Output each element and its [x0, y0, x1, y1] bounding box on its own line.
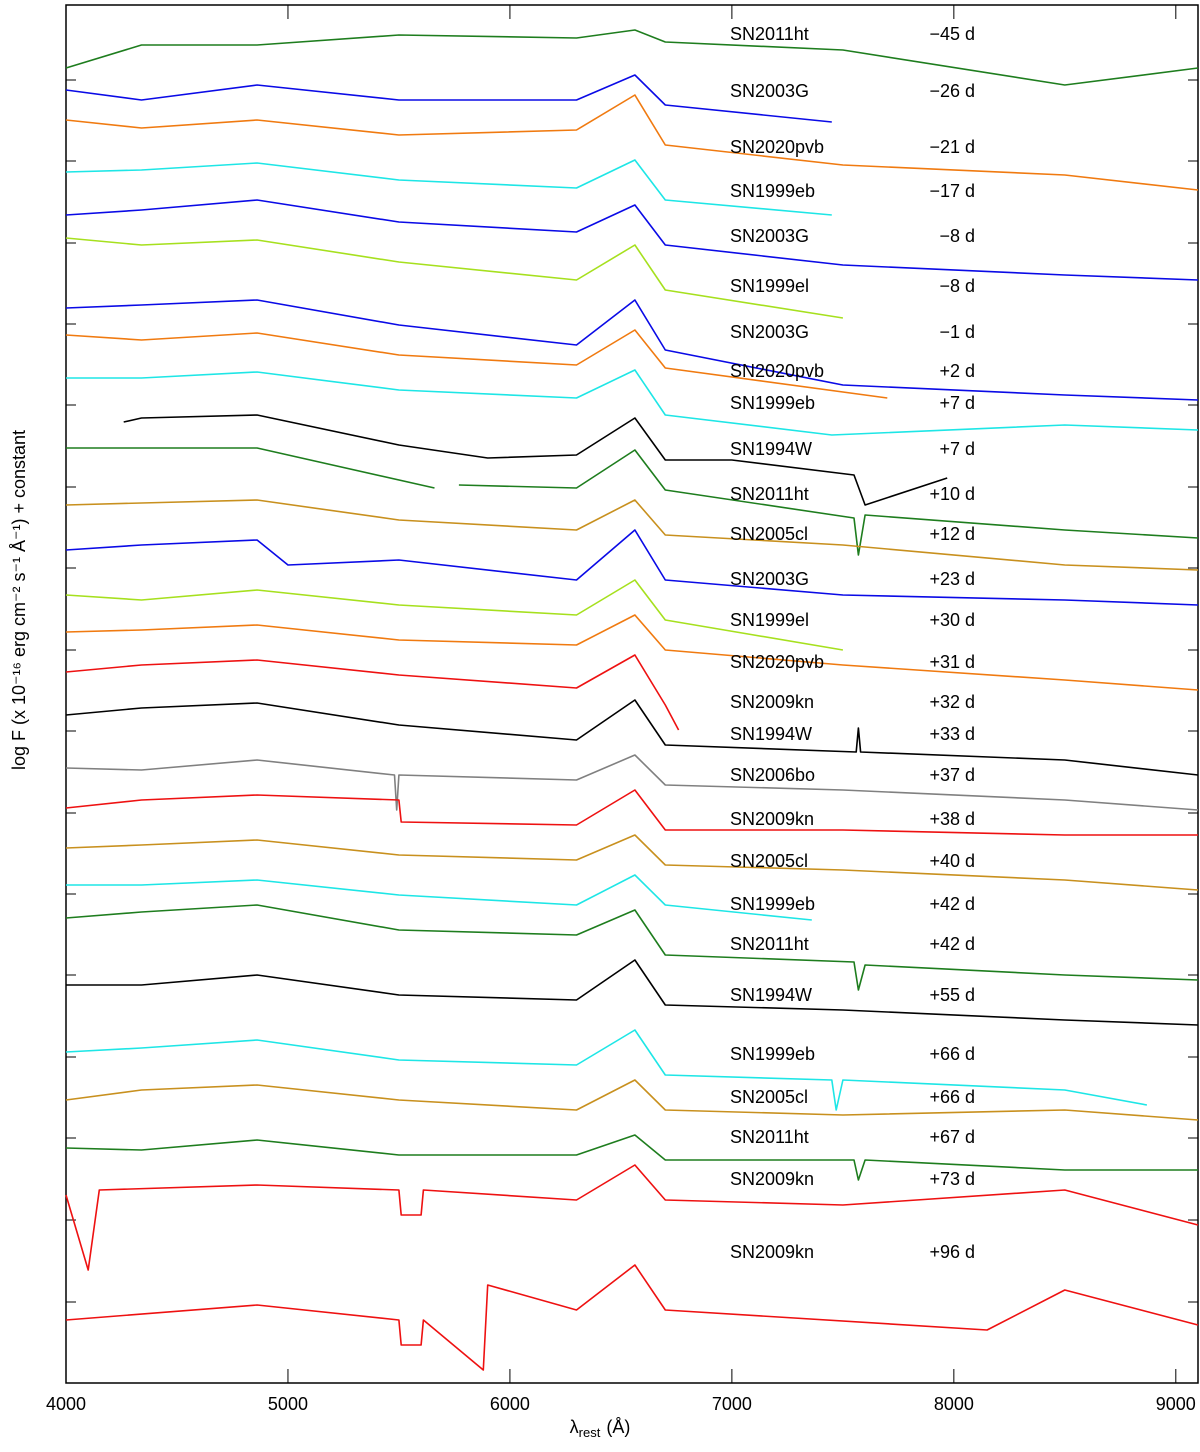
spectrum-name: SN2003G — [730, 81, 809, 101]
spectrum — [65, 94, 1199, 191]
spectrum — [65, 699, 1199, 776]
spectrum-phase: −1 d — [939, 322, 975, 342]
spectrum-name: SN2005cl — [730, 1087, 808, 1107]
spectrum-name: SN1999el — [730, 610, 809, 630]
spectrum — [65, 1264, 1199, 1371]
x-label-unit: (Å) — [606, 1417, 630, 1437]
spectrum — [65, 1079, 1199, 1121]
spectrum — [65, 159, 832, 216]
spectrum-phase: −8 d — [939, 226, 975, 246]
spectrum-name: SN1999eb — [730, 393, 815, 413]
spectrum — [65, 299, 1199, 401]
spectrum-name: SN2020pvb — [730, 137, 824, 157]
x-label-subscript: rest — [579, 1425, 601, 1440]
spectrum — [65, 1164, 1199, 1271]
spectrum-phase: −45 d — [929, 24, 975, 44]
spectrum — [65, 29, 1199, 86]
spectrum-phase: +37 d — [929, 765, 975, 785]
plot-frame — [65, 4, 1199, 1384]
spectrum-name: SN1994W — [730, 985, 812, 1005]
spectrum — [66, 874, 812, 921]
spectrum — [65, 789, 1198, 836]
spectrum — [65, 904, 1199, 991]
spectrum-phase: +31 d — [929, 652, 975, 672]
x-tick-label: 6000 — [490, 1394, 530, 1414]
spectrum-name: SN2009kn — [730, 1242, 814, 1262]
spectrum-name: SN2003G — [730, 322, 809, 342]
spectrum-phase: +55 d — [929, 985, 975, 1005]
spectrum — [65, 614, 1199, 691]
spectrum-phase: +10 d — [929, 484, 975, 504]
spectrum-name: SN2020pvb — [730, 652, 824, 672]
spectrum — [66, 369, 1199, 436]
spectrum-name: SN1999eb — [730, 1044, 815, 1064]
spectrum-phase: +42 d — [929, 894, 975, 914]
spectrum-phase: +40 d — [929, 851, 975, 871]
spectrum-name: SN2011ht — [730, 934, 809, 954]
x-axis-label: λrest (Å) — [570, 1417, 631, 1441]
y-axis-label: log F (x 10⁻¹⁶ erg cm⁻² s⁻¹ Å⁻¹) + const… — [9, 430, 29, 770]
spectrum-phase: +12 d — [929, 524, 975, 544]
spectrum-name: SN2011ht — [730, 484, 809, 504]
spectrum — [65, 499, 1199, 571]
spectrum-name: SN1999el — [730, 276, 809, 296]
spectrum-name: SN1994W — [730, 724, 812, 744]
x-tick-label: 4000 — [46, 1394, 86, 1414]
spectrum — [123, 414, 948, 506]
x-tick-label: 9000 — [1156, 1394, 1196, 1414]
spectrum-name: SN2006bo — [730, 765, 815, 785]
spectrum-name: SN2005cl — [730, 851, 808, 871]
spectrum — [65, 1134, 1198, 1181]
spectrum — [65, 237, 844, 319]
x-tick-label: 7000 — [712, 1394, 752, 1414]
spectrum — [65, 529, 1199, 606]
spectrum-name: SN2011ht — [730, 1127, 809, 1147]
spectrum-phase: −8 d — [939, 276, 975, 296]
spectrum-name: SN2009kn — [730, 1169, 814, 1189]
x-tick-label: 5000 — [268, 1394, 308, 1414]
spectrum — [65, 329, 888, 399]
spectrum-phase: +2 d — [939, 361, 975, 381]
spectrum-name: SN1999eb — [730, 181, 815, 201]
spectrum-phase: +96 d — [929, 1242, 975, 1262]
spectrum-phase: −21 d — [929, 137, 975, 157]
spectrum-phase: −17 d — [929, 181, 975, 201]
spectrum-phase: +7 d — [939, 393, 975, 413]
spectrum — [65, 834, 1199, 891]
spectrum — [65, 754, 1199, 811]
spectrum-name: SN2011ht — [730, 24, 809, 44]
spectrum-phase: +33 d — [929, 724, 975, 744]
spectrum-name: SN2005cl — [730, 524, 808, 544]
spectrum-name: SN2009kn — [730, 692, 814, 712]
spectrum-name: SN2009kn — [730, 809, 814, 829]
spectrum — [65, 654, 680, 731]
spectrum-phase: −26 d — [929, 81, 975, 101]
spectrum — [66, 959, 1199, 1026]
spectrum-name: SN2020pvb — [730, 361, 824, 381]
x-tick-label: 8000 — [934, 1394, 974, 1414]
spectrum-phase: +32 d — [929, 692, 975, 712]
spectrum-name: SN2003G — [730, 226, 809, 246]
spectrum — [65, 199, 1199, 281]
spectrum-phase: +73 d — [929, 1169, 975, 1189]
spectrum-name: SN1994W — [730, 439, 812, 459]
spectrum-phase: +38 d — [929, 809, 975, 829]
spectrum-name: SN1999eb — [730, 894, 815, 914]
spectrum — [66, 447, 1199, 556]
spectrum-phase: +42 d — [929, 934, 975, 954]
spectrum-phase: +23 d — [929, 569, 975, 589]
spectrum-name: SN2003G — [730, 569, 809, 589]
spectrum-phase: +66 d — [929, 1044, 975, 1064]
spectrum-phase: +66 d — [929, 1087, 975, 1107]
spectrum — [65, 74, 832, 123]
spectrum — [65, 579, 844, 651]
spectrum-phase: +67 d — [929, 1127, 975, 1147]
spectrum-phase: +7 d — [939, 439, 975, 459]
spectrum-phase: +30 d — [929, 610, 975, 630]
spectrum — [65, 1029, 1148, 1111]
x-label-symbol: λ — [570, 1417, 579, 1437]
